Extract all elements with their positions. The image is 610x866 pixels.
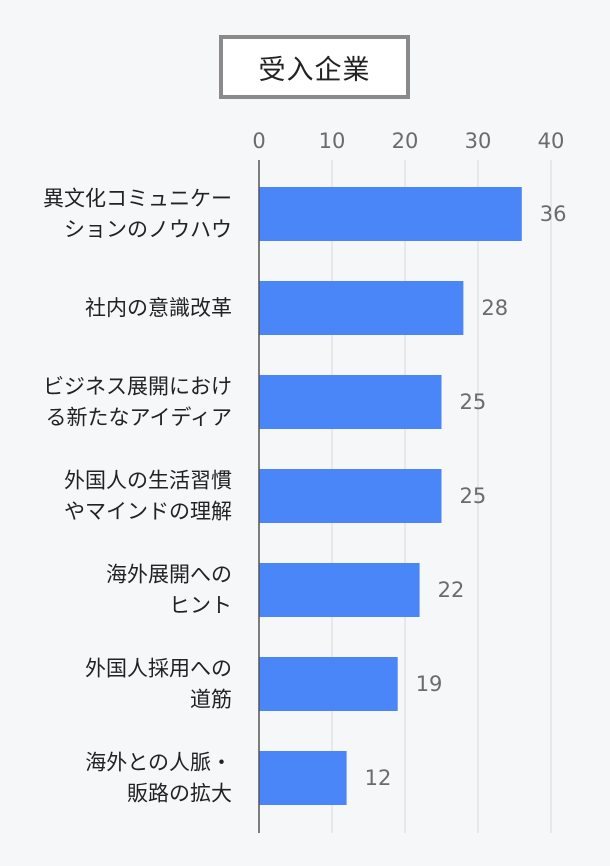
x-tick-label: 30 [465,129,492,153]
category-label: 外国人の生活習慣 [64,469,232,493]
category-label: 異文化コミュニケー [43,187,232,211]
chart-title: 受入企業 [258,54,371,86]
category-label: 道筋 [190,688,232,712]
data-label: 22 [438,578,465,602]
bar [259,657,398,711]
bar [259,751,347,805]
category-label: 社内の意識改革 [85,296,232,320]
data-label: 19 [416,672,443,696]
category-label: ヒント [169,594,232,618]
bar [259,187,522,241]
category-label: 海外との人脈・ [85,751,232,775]
category-label: ビジネス展開におけ [43,375,232,399]
data-label: 25 [460,484,487,508]
chart-title-box: 受入企業 [219,35,410,99]
data-label: 12 [365,766,392,790]
category-label: 外国人採用への [85,657,232,681]
category-label: る新たなアイディア [46,406,232,430]
category-label: 海外展開への [106,563,232,587]
bar [259,281,464,335]
category-label: やマインドの理解 [64,500,232,524]
data-label: 36 [540,202,567,226]
category-label: 販路の拡大 [127,782,232,806]
bar [259,563,420,617]
x-tick-label: 0 [252,129,265,153]
category-label: ションのノウハウ [64,218,232,242]
bar [259,375,442,429]
data-label: 25 [460,390,487,414]
bar [259,469,442,523]
x-tick-label: 40 [538,129,565,153]
data-label: 28 [481,296,508,320]
x-tick-label: 10 [319,129,346,153]
x-tick-label: 20 [392,129,419,153]
